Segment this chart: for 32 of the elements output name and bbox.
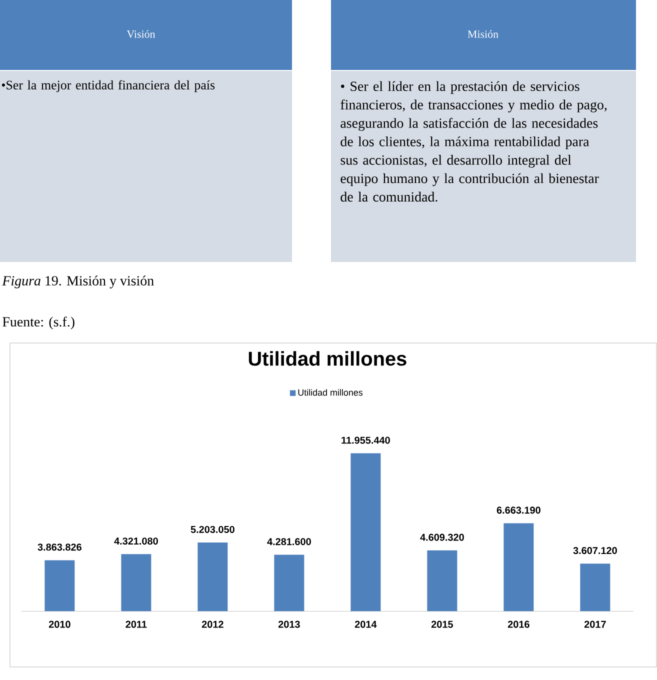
data-label: 3.863.826 [38,544,82,551]
x-tick-label: 2011 [126,620,147,628]
bar [274,554,304,612]
text: Visión [126,30,156,38]
data-label: 4.609.320 [420,534,464,541]
data-label: 6.663.190 [496,506,540,514]
bar [427,550,458,612]
x-tick-label: 2010 [48,620,70,628]
x-tick-label: 2016 [508,620,530,628]
text: Misión [468,30,498,38]
data-label: 5.203.050 [190,526,234,533]
text: Figura 19. Misión y visión [2,276,154,288]
x-tick-label: 2017 [584,620,606,628]
text: • Ser el líder en la prestación de servicios financieros, de transacciones y medio de pago, asegurando la satisfacción de las necesidades de los clientes, la máxima rentabilidad para sus accionistas, el desarrollo integral del equipo humano y la contribución al bienestar de la comunidad. [340,81,607,202]
data-label: 11.955.440 [342,436,390,444]
data-label: 3.607.120 [573,547,617,554]
legend-label: Utilidad millones [298,389,363,396]
x-tick-label: 2012 [202,620,224,628]
data-label: 4.321.080 [114,538,158,545]
x-tick-label: 2013 [278,620,300,628]
bar [504,523,534,612]
chart-title: Utilidad millones [248,351,406,366]
bar [350,453,381,612]
bar [44,560,75,612]
data-label: 4.281.600 [267,538,311,546]
bar [198,542,228,612]
x-tick-label: 2015 [431,620,453,628]
source-note: Fuente: (s.f.) [2,316,74,330]
x-tick-label: 2014 [354,620,377,628]
bar [580,564,610,612]
text: •Ser la mejor entidad financiera del país [2,80,215,92]
bar [121,554,152,612]
